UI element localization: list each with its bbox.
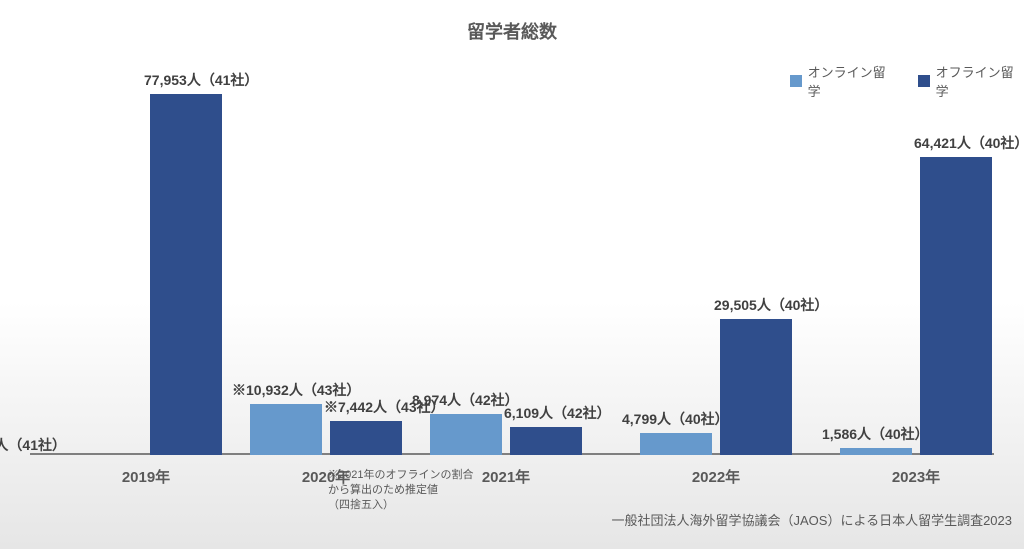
bar-label-offline-4: 64,421人（40社）	[914, 133, 1024, 153]
bar-offline-4	[920, 157, 992, 455]
bar-label-online-0: 0人（41社）	[0, 435, 66, 455]
bar-online-2	[430, 414, 502, 456]
chart-title: 留学者総数	[0, 18, 1024, 44]
bar-label-offline-3: 29,505人（40社）	[714, 295, 828, 315]
plot-area: 0人（41社）77,953人（41社）※10,932人（43社）※7,442人（…	[30, 85, 994, 455]
x-label-0: 2019年	[96, 466, 196, 487]
x-label-3: 2022年	[666, 466, 766, 487]
bar-offline-0	[150, 94, 222, 455]
bar-offline-2	[510, 427, 582, 455]
bar-label-online-4: 1,586人（40社）	[822, 424, 929, 444]
bar-label-offline-2: 6,109人（42社）	[504, 403, 611, 423]
bar-label-online-2: 8,974人（42社）	[412, 390, 519, 410]
x-label-4: 2023年	[866, 466, 966, 487]
source-text: 一般社団法人海外留学協議会（JAOS）による日本人留学生調査2023	[612, 510, 1012, 529]
bar-label-offline-0: 77,953人（41社）	[144, 70, 258, 90]
x-label-1: 2020年	[276, 466, 376, 487]
bar-offline-3	[720, 319, 792, 455]
bar-online-3	[640, 433, 712, 455]
bar-label-online-3: 4,799人（40社）	[622, 409, 729, 429]
bar-offline-1	[330, 421, 402, 455]
chart-stage: { "chart": { "type": "bar", "title": "留学…	[0, 0, 1024, 549]
bar-online-1	[250, 404, 322, 455]
bar-online-4	[840, 448, 912, 455]
x-label-2: 2021年	[456, 466, 556, 487]
